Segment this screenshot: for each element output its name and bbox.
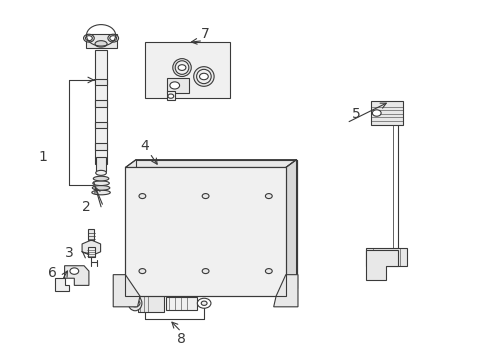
Circle shape: [169, 82, 179, 89]
Bar: [88, 247, 95, 257]
Ellipse shape: [193, 67, 214, 86]
Bar: [85, 33, 116, 48]
Ellipse shape: [196, 69, 211, 84]
Text: 4: 4: [140, 139, 149, 153]
Bar: [95, 50, 107, 164]
Ellipse shape: [83, 34, 94, 42]
Bar: [370, 102, 402, 125]
Text: 5: 5: [351, 107, 360, 121]
Circle shape: [201, 301, 206, 305]
Circle shape: [382, 253, 390, 260]
Polygon shape: [366, 249, 397, 280]
Circle shape: [265, 194, 272, 199]
Ellipse shape: [93, 181, 109, 185]
Text: 2: 2: [82, 200, 91, 214]
Ellipse shape: [108, 34, 118, 42]
Ellipse shape: [95, 41, 107, 47]
Circle shape: [178, 65, 185, 71]
Text: 7: 7: [201, 27, 209, 41]
Text: 3: 3: [65, 246, 74, 260]
Bar: [96, 157, 106, 171]
Ellipse shape: [92, 185, 110, 190]
Circle shape: [265, 269, 272, 274]
Circle shape: [202, 269, 208, 274]
Text: 6: 6: [48, 266, 57, 280]
Circle shape: [70, 268, 79, 274]
Bar: [167, 91, 174, 100]
Polygon shape: [55, 278, 69, 291]
Circle shape: [85, 36, 92, 41]
Ellipse shape: [96, 170, 106, 175]
Circle shape: [372, 110, 380, 116]
Ellipse shape: [175, 61, 188, 75]
Bar: [95, 122, 107, 128]
Circle shape: [202, 194, 208, 199]
Text: 1: 1: [38, 150, 47, 164]
Ellipse shape: [92, 190, 110, 195]
Bar: [165, 297, 197, 310]
Bar: [137, 294, 164, 312]
Circle shape: [130, 300, 140, 307]
Circle shape: [199, 73, 208, 80]
Bar: [125, 167, 285, 296]
Bar: [95, 100, 107, 107]
Text: 8: 8: [177, 332, 185, 346]
Ellipse shape: [93, 176, 109, 181]
Polygon shape: [136, 159, 296, 288]
Bar: [95, 79, 107, 85]
Circle shape: [197, 298, 210, 308]
Bar: [125, 167, 285, 296]
Bar: [88, 229, 94, 240]
Ellipse shape: [172, 59, 191, 76]
Bar: [144, 42, 229, 98]
Polygon shape: [82, 240, 101, 256]
Polygon shape: [285, 159, 296, 296]
Polygon shape: [64, 266, 89, 285]
Ellipse shape: [128, 296, 142, 311]
Circle shape: [167, 94, 173, 98]
Bar: [167, 78, 189, 93]
Bar: [95, 143, 107, 150]
Circle shape: [139, 194, 145, 199]
Circle shape: [110, 36, 116, 41]
Bar: [366, 248, 407, 266]
Polygon shape: [113, 275, 140, 307]
Polygon shape: [125, 159, 296, 167]
Circle shape: [139, 269, 145, 274]
Polygon shape: [273, 275, 297, 307]
